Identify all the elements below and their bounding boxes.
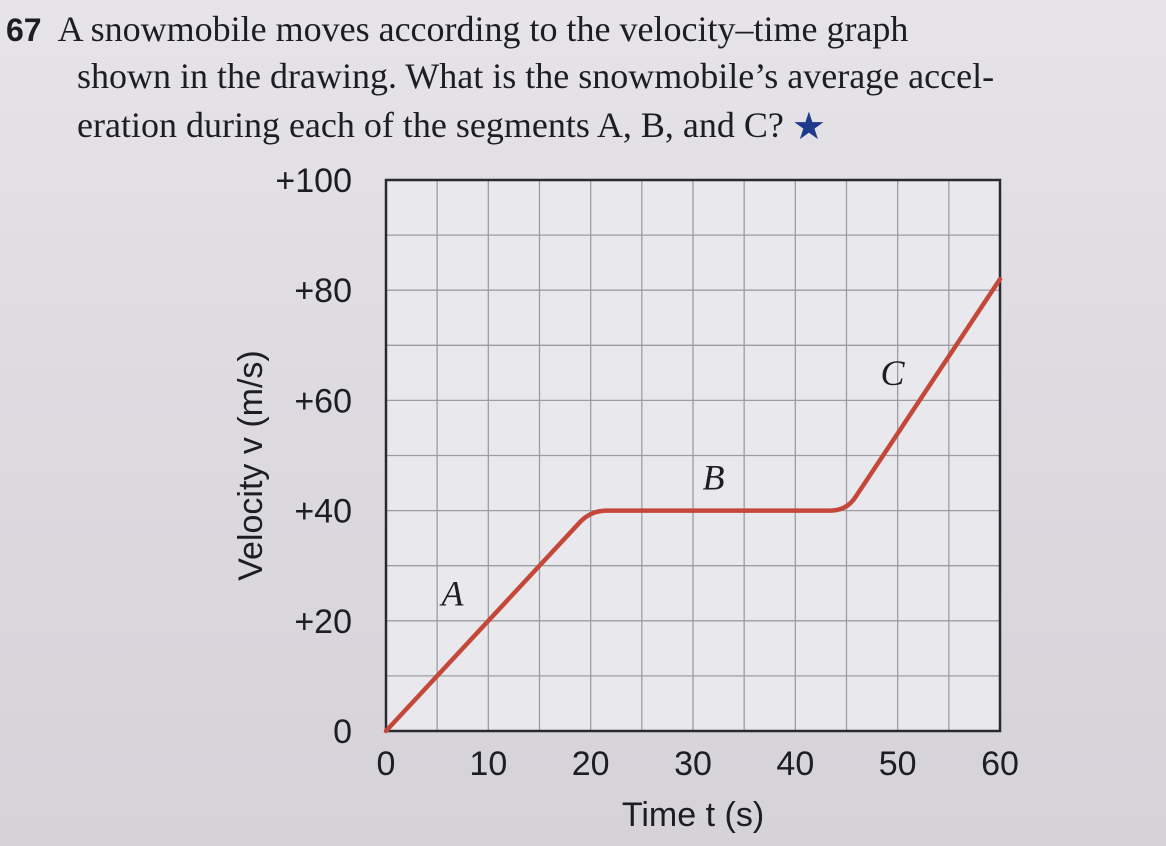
y-tick-label: 0	[333, 713, 352, 751]
problem-line-1: 67 A snowmobile moves according to the ve…	[6, 8, 908, 50]
x-tick-label: 10	[469, 745, 507, 783]
y-tick-label: +80	[294, 272, 352, 310]
x-tick-label: 20	[572, 745, 610, 783]
star-icon: ★	[791, 106, 826, 148]
plot-frame	[384, 178, 1002, 733]
problem-text-3: eration during each of the segments A, B…	[77, 105, 784, 145]
y-tick-label: +40	[294, 493, 352, 531]
x-axis-label: Time t (s)	[622, 796, 764, 834]
x-tick-label: 30	[674, 745, 712, 783]
segment-label: C	[881, 353, 906, 393]
problem-number: 67	[6, 12, 42, 48]
x-tick-label: 0	[377, 745, 396, 783]
segment-label: B	[702, 458, 724, 498]
x-tick-label: 50	[879, 745, 917, 783]
x-tick-label: 60	[981, 745, 1019, 783]
y-axis-label: Velocity v (m/s)	[232, 350, 270, 580]
y-tick-label: +100	[275, 162, 352, 200]
problem-line-3: eration during each of the segments A, B…	[77, 102, 826, 148]
x-tick-label: 40	[776, 745, 814, 783]
velocity-line	[383, 276, 1003, 734]
problem-line-2: shown in the drawing. What is the snowmo…	[77, 56, 995, 96]
y-tick-label: +60	[294, 382, 352, 420]
y-tick-label: +20	[294, 603, 352, 641]
problem-text-1: A snowmobile moves according to the velo…	[57, 9, 909, 49]
segment-label: A	[440, 573, 465, 613]
